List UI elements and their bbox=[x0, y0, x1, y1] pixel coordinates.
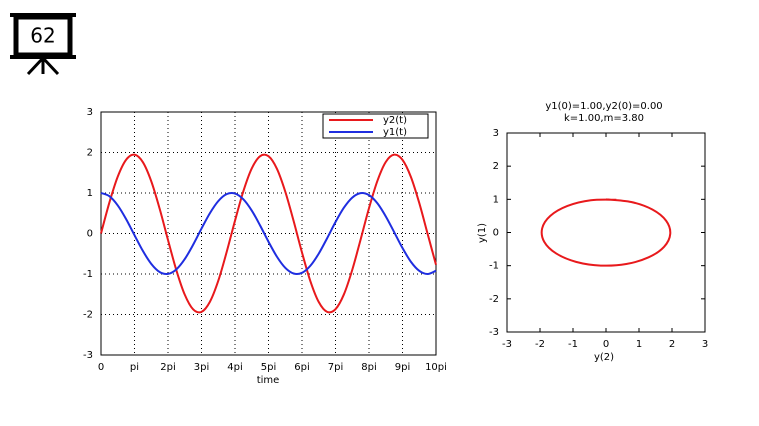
y-tick-label: -1 bbox=[83, 269, 93, 280]
x-tick-label: 2pi bbox=[160, 362, 176, 373]
x-tick-label: pi bbox=[130, 362, 139, 373]
stand bbox=[26, 56, 45, 76]
y-tick-label: -2 bbox=[83, 310, 93, 321]
x-tick-label: -1 bbox=[568, 339, 578, 350]
x-tick-label: -3 bbox=[502, 339, 512, 350]
x-tick-label: 8pi bbox=[361, 362, 377, 373]
x-tick-label: 1 bbox=[636, 339, 642, 350]
y-tick-label: -1 bbox=[489, 261, 499, 272]
slide-number-icon: 62 bbox=[10, 13, 76, 76]
y-tick-label: 2 bbox=[87, 148, 93, 159]
legend-label: y1(t) bbox=[383, 127, 407, 138]
y-tick-label: 3 bbox=[87, 107, 93, 118]
x-tick-label: 6pi bbox=[294, 362, 310, 373]
x-tick-label: 2 bbox=[669, 339, 675, 350]
x-tick-label: 3 bbox=[702, 339, 708, 350]
data-line bbox=[100, 153, 437, 314]
y-axis-label: y(1) bbox=[477, 223, 488, 243]
chart-title: y1(0)=1.00,y2(0)=0.00 bbox=[545, 101, 662, 112]
y-tick-label: 3 bbox=[493, 128, 499, 139]
y-tick-label: -3 bbox=[489, 327, 499, 338]
data-line bbox=[100, 192, 437, 276]
y-tick-label: 0 bbox=[493, 228, 499, 239]
x-axis-label: time bbox=[257, 375, 280, 386]
x-tick-label: 5pi bbox=[261, 362, 277, 373]
x-tick-label: -2 bbox=[535, 339, 545, 350]
x-axis-label: y(2) bbox=[594, 352, 614, 363]
x-tick-label: 10pi bbox=[425, 362, 447, 373]
x-tick-label: 7pi bbox=[328, 362, 344, 373]
slide-number: 62 bbox=[30, 24, 55, 48]
stand bbox=[41, 56, 60, 76]
data-line bbox=[540, 198, 672, 267]
legend-box bbox=[322, 113, 429, 139]
chart-subtitle: k=1.00,m=3.80 bbox=[564, 113, 644, 124]
y-tick-label: -3 bbox=[83, 350, 93, 361]
plot-frame bbox=[506, 132, 706, 333]
y-tick-label: 0 bbox=[87, 229, 93, 240]
x-tick-label: 9pi bbox=[395, 362, 411, 373]
x-tick-label: 4pi bbox=[227, 362, 243, 373]
y-tick-label: 1 bbox=[87, 188, 93, 199]
x-tick-label: 0 bbox=[98, 362, 104, 373]
legend-label: y2(t) bbox=[383, 115, 407, 126]
y-tick-label: 1 bbox=[493, 194, 499, 205]
x-tick-label: 0 bbox=[603, 339, 609, 350]
x-tick-label: 3pi bbox=[194, 362, 210, 373]
y-tick-label: 2 bbox=[493, 161, 499, 172]
y-tick-label: -2 bbox=[489, 294, 499, 305]
